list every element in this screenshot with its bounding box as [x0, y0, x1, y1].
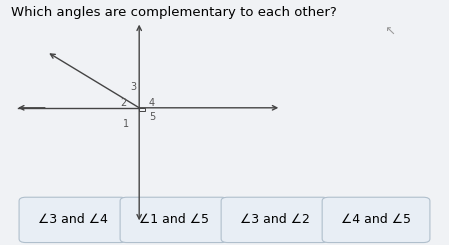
FancyBboxPatch shape: [322, 197, 430, 243]
Text: ↗: ↗: [384, 23, 397, 34]
Text: 2: 2: [120, 98, 127, 108]
Text: ∠3 and ∠4: ∠3 and ∠4: [38, 213, 108, 226]
FancyBboxPatch shape: [221, 197, 329, 243]
Text: ∠3 and ∠2: ∠3 and ∠2: [240, 213, 310, 226]
Text: 4: 4: [149, 98, 155, 108]
FancyBboxPatch shape: [19, 197, 127, 243]
Text: ∠1 and ∠5: ∠1 and ∠5: [139, 213, 209, 226]
Text: Which angles are complementary to each other?: Which angles are complementary to each o…: [11, 6, 337, 19]
FancyBboxPatch shape: [120, 197, 228, 243]
Text: 1: 1: [123, 119, 129, 129]
Text: ∠4 and ∠5: ∠4 and ∠5: [341, 213, 411, 226]
Text: 3: 3: [131, 82, 137, 92]
Text: 5: 5: [150, 112, 156, 122]
